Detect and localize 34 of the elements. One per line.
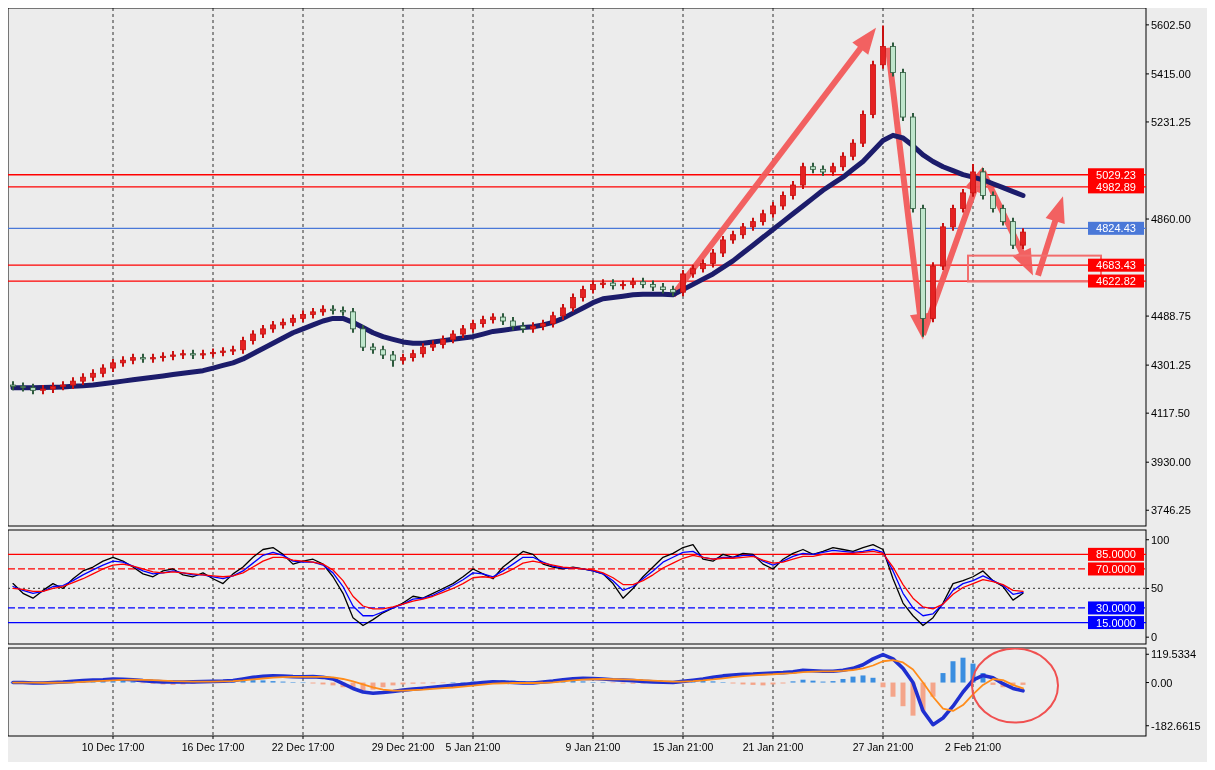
x-tick-label: 21 Jan 21:00 <box>742 741 804 753</box>
y-tick-label: 3930.00 <box>1151 456 1191 469</box>
x-tick-label: 15 Jan 21:00 <box>652 741 714 753</box>
y-tick-label: 5231.25 <box>1151 115 1191 128</box>
y-tick-label: 3746.25 <box>1151 504 1191 517</box>
ref-line-label: 5029.23 <box>1096 168 1136 181</box>
y-tick-label: 5602.50 <box>1151 18 1191 31</box>
y-tick-label: -182.6615 <box>1151 719 1201 732</box>
ref-line-label: 30.0000 <box>1096 601 1136 614</box>
y-tick-label: 0 <box>1151 631 1158 644</box>
x-tick-label: 16 Dec 17:00 <box>181 741 245 753</box>
x-tick-label: 27 Jan 21:00 <box>852 741 914 753</box>
ref-line-label: 4683.43 <box>1096 259 1136 272</box>
y-tick-label: 100 <box>1151 533 1170 546</box>
y-tick-label: 4488.75 <box>1151 310 1191 323</box>
ref-line-label: 4824.43 <box>1096 222 1136 235</box>
y-tick-label: 50 <box>1151 582 1164 595</box>
y-tick-label: 0.00 <box>1151 676 1173 689</box>
y-tick-label: 4301.25 <box>1151 359 1191 372</box>
x-tick-label: 10 Dec 17:00 <box>81 741 145 753</box>
ref-line-label: 4982.89 <box>1096 180 1136 193</box>
x-tick-label: 5 Jan 21:00 <box>445 741 501 753</box>
y-tick-label: 4860.00 <box>1151 213 1191 226</box>
y-tick-label: 4117.50 <box>1151 407 1190 420</box>
x-tick-label: 22 Dec 17:00 <box>271 741 335 753</box>
x-tick-label: 29 Dec 21:00 <box>371 741 435 753</box>
x-tick-label: 9 Jan 21:00 <box>565 741 621 753</box>
y-tick-label: 5415.00 <box>1151 67 1191 80</box>
ref-line-label: 85.0000 <box>1096 548 1136 561</box>
ref-line-label: 15.0000 <box>1096 616 1136 629</box>
ref-line-label: 70.0000 <box>1096 562 1136 575</box>
x-tick-label: 2 Feb 21:00 <box>944 741 1002 753</box>
y-tick-label: 119.5334 <box>1151 648 1197 661</box>
ref-line-label: 4622.82 <box>1096 275 1136 288</box>
